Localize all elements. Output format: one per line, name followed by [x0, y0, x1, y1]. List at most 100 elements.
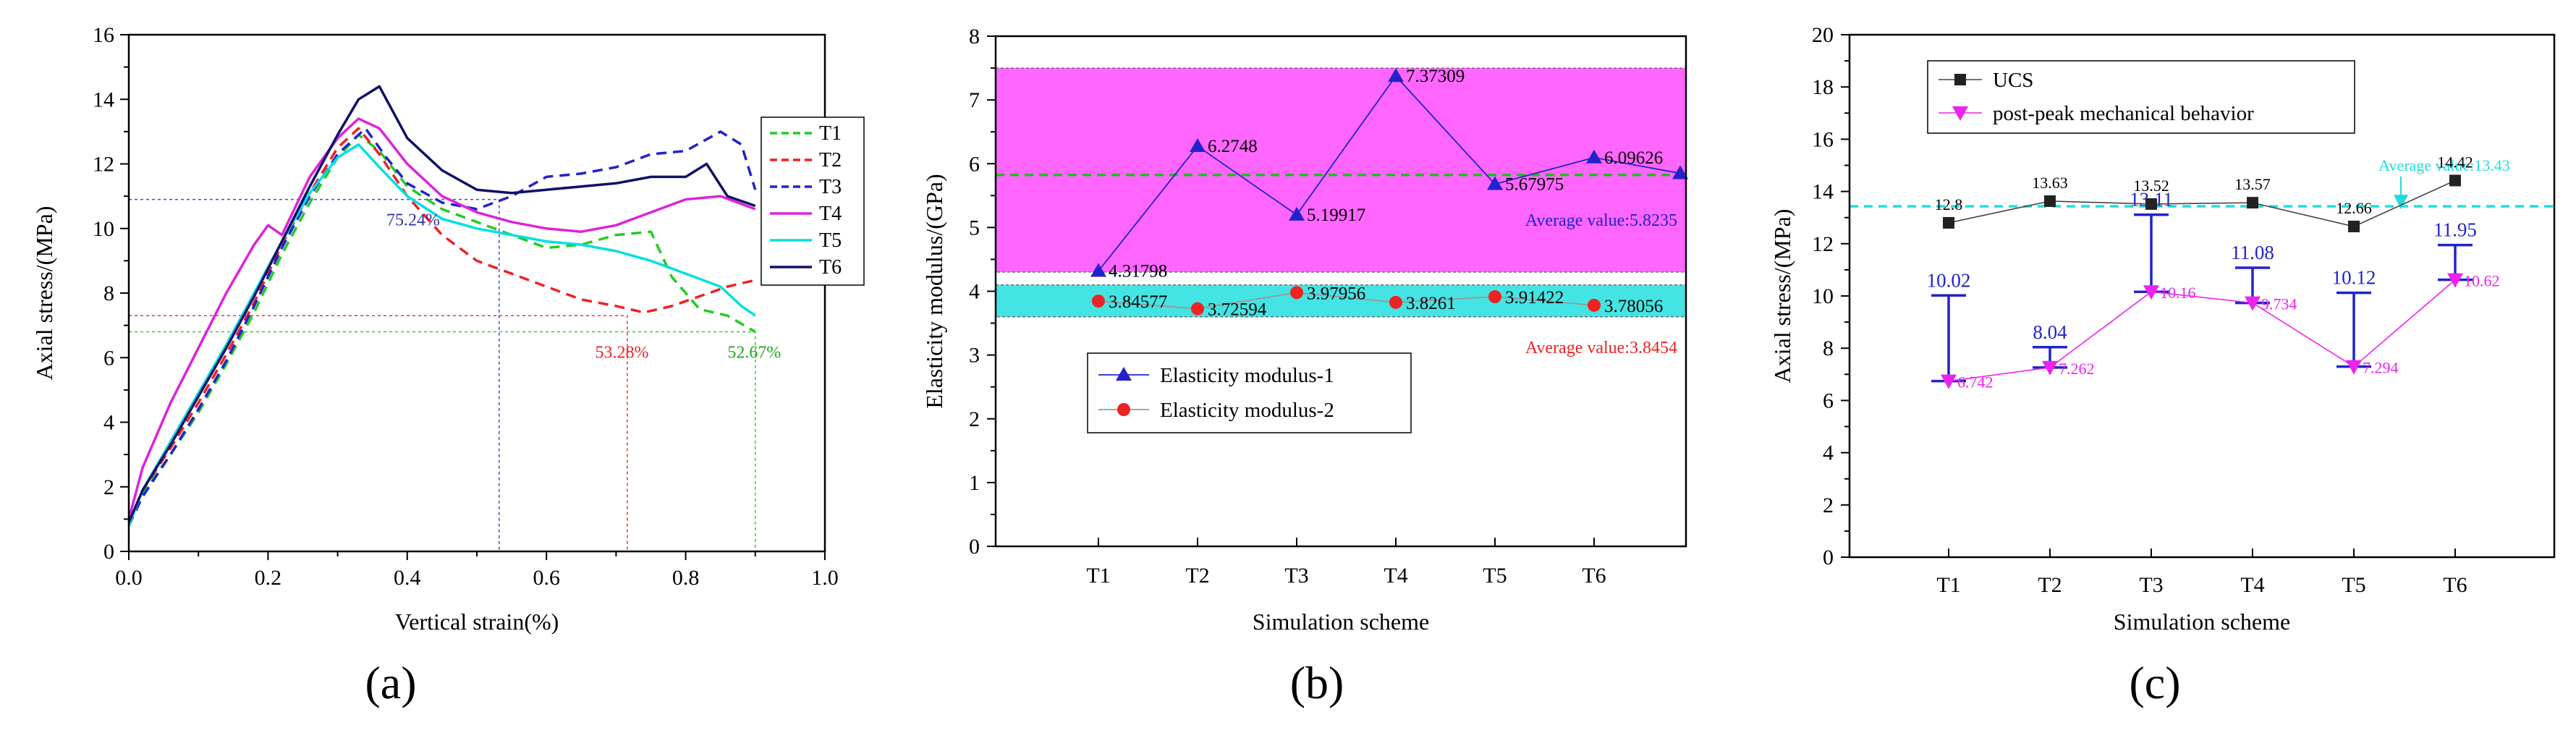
y-tick-label: 14 [93, 88, 114, 111]
legend-label-t5: T5 [819, 229, 842, 252]
guide-line-1 [129, 198, 500, 551]
x-tick-label: T5 [1483, 564, 1507, 588]
legend-label-ucs: UCS [1993, 69, 2033, 92]
x-tick-label: 0.2 [255, 566, 282, 590]
data-label-post-peak: 7.294 [2363, 359, 2399, 377]
data-label-ucs: 13.52 [2133, 177, 2169, 195]
annotation-1: 75.24% [386, 211, 440, 229]
average-label-1: Average value:5.8235 [1525, 211, 1677, 230]
data-label-elasticity-2: 3.91422 [1505, 288, 1564, 308]
data-point-elasticity-2 [1290, 286, 1303, 300]
data-point-post-peak [1941, 374, 1957, 389]
series-line-ucs [1948, 179, 2456, 227]
y-tick-label: 8 [1823, 336, 1834, 360]
legend-marker-elasticity-1 [1116, 367, 1132, 381]
panel-label-c: (c) [2129, 657, 2180, 708]
shaded-band-2 [995, 284, 1687, 318]
legend-label-t4: T4 [819, 203, 842, 225]
data-point-elasticity-2 [1389, 295, 1402, 309]
data-label-elasticity-1: 6.09626 [1604, 148, 1663, 168]
error-bar-label: 8.04 [2033, 321, 2067, 343]
data-point-elasticity-2 [1488, 290, 1501, 304]
x-tick-label: 0.0 [115, 566, 143, 590]
legend-label-elasticity-1: Elasticity modulus-1 [1160, 364, 1334, 387]
x-tick-label: T4 [1384, 564, 1407, 588]
data-label-post-peak: 9.734 [2261, 295, 2297, 313]
y-tick-label: 7 [969, 88, 980, 112]
y-tick-label: 5 [969, 216, 980, 240]
data-label-post-peak: 10.16 [2160, 284, 2196, 302]
x-tick-label: T4 [2240, 573, 2264, 597]
x-tick-label: T2 [2038, 573, 2062, 597]
y-axis-label: Axial stress/(MPa) [31, 206, 57, 381]
panel-b-chart: Average value:5.8235 Average value:3.8454… [921, 25, 1688, 635]
y-axis-label: Axial stress/(MPa) [1769, 209, 1795, 384]
data-label-ucs: 12.66 [2336, 199, 2372, 217]
y-tick-label: 12 [93, 153, 114, 177]
data-label-elasticity-1: 5.19917 [1307, 206, 1365, 225]
panel-label-b: (b) [1290, 657, 1344, 708]
data-label-post-peak: 6.742 [1957, 373, 1994, 391]
y-tick-label: 18 [1812, 75, 1834, 99]
series-line-t1 [127, 133, 756, 526]
series-line-t4 [127, 117, 756, 520]
panel-a-chart: 0.0 0.2 0.4 0.6 0.8 1.0 0 2 4 6 8 10 12 14 16 Vertical … [31, 23, 865, 635]
y-tick-label: 2 [969, 407, 980, 431]
series-line-t6 [127, 85, 756, 523]
data-label-elasticity-2: 3.72594 [1208, 300, 1267, 320]
series-line-t2 [127, 127, 756, 523]
legend-label-elasticity-2: Elasticity modulus-2 [1160, 399, 1334, 422]
y-tick-label: 0 [103, 540, 114, 564]
x-tick-label: T3 [1284, 564, 1308, 588]
data-label-ucs: 13.57 [2234, 175, 2271, 193]
x-tick-label: 1.0 [811, 566, 839, 590]
x-tick-label: T6 [2443, 573, 2467, 597]
legend-label-t3: T3 [819, 176, 842, 198]
data-label-elasticity-1: 5.67975 [1505, 174, 1564, 194]
legend-marker-elasticity-2 [1117, 403, 1130, 416]
data-point-ucs [2348, 220, 2360, 232]
data-point-elasticity-1 [1090, 263, 1106, 277]
data-label-elasticity-2: 3.97956 [1307, 284, 1365, 303]
data-label-ucs: 13.63 [2032, 174, 2068, 192]
x-axis-label: Vertical strain(%) [395, 609, 559, 635]
legend-label-t6: T6 [819, 256, 842, 279]
x-tick-label: T1 [1936, 573, 1960, 597]
x-tick-label: T5 [2342, 573, 2365, 597]
data-point-elasticity-1 [1487, 176, 1503, 190]
data-label-elasticity-2: 3.78056 [1604, 297, 1663, 316]
legend-box [1927, 60, 2355, 134]
data-point-elasticity-1 [1190, 138, 1206, 153]
x-tick-label: 0.4 [394, 566, 421, 590]
data-point-post-peak [2245, 296, 2261, 311]
legend-marker-ucs [1954, 74, 1966, 85]
guide-line-2 [129, 315, 628, 551]
data-point-elasticity-1-end [1672, 165, 1688, 179]
data-point-ucs [2044, 195, 2056, 207]
y-tick-label: 6 [1823, 389, 1834, 412]
y-tick-label: 0 [1823, 546, 1834, 569]
data-label-ucs: 14.42 [2437, 153, 2473, 171]
legend-label-post-peak: post-peak mechanical behavior [1993, 102, 2254, 125]
x-tick-label: T1 [1086, 564, 1110, 588]
annotation-2: 53.28% [596, 343, 649, 362]
x-tick-label: T3 [2139, 573, 2163, 597]
y-tick-label: 6 [103, 346, 114, 370]
x-tick-label: T2 [1185, 564, 1209, 588]
average-label-2: Average value:3.8454 [1525, 339, 1677, 357]
data-point-post-peak [2042, 360, 2058, 376]
x-tick-label: 0.8 [672, 566, 700, 590]
data-point-elasticity-2 [1092, 295, 1105, 308]
y-tick-label: 4 [103, 411, 114, 435]
y-tick-label: 16 [93, 23, 114, 47]
y-tick-label: 16 [1812, 127, 1834, 151]
y-tick-label: 10 [93, 217, 114, 241]
data-point-elasticity-1 [1289, 206, 1305, 221]
x-tick-label: T6 [1582, 564, 1606, 588]
y-tick-label: 14 [1812, 180, 1834, 204]
data-label-elasticity-1: 7.37309 [1406, 67, 1465, 86]
y-axis-label: Elasticity modulus/(GPa) [921, 174, 947, 408]
data-label-elasticity-1: 4.31798 [1109, 261, 1167, 281]
y-tick-label: 10 [1812, 284, 1834, 308]
